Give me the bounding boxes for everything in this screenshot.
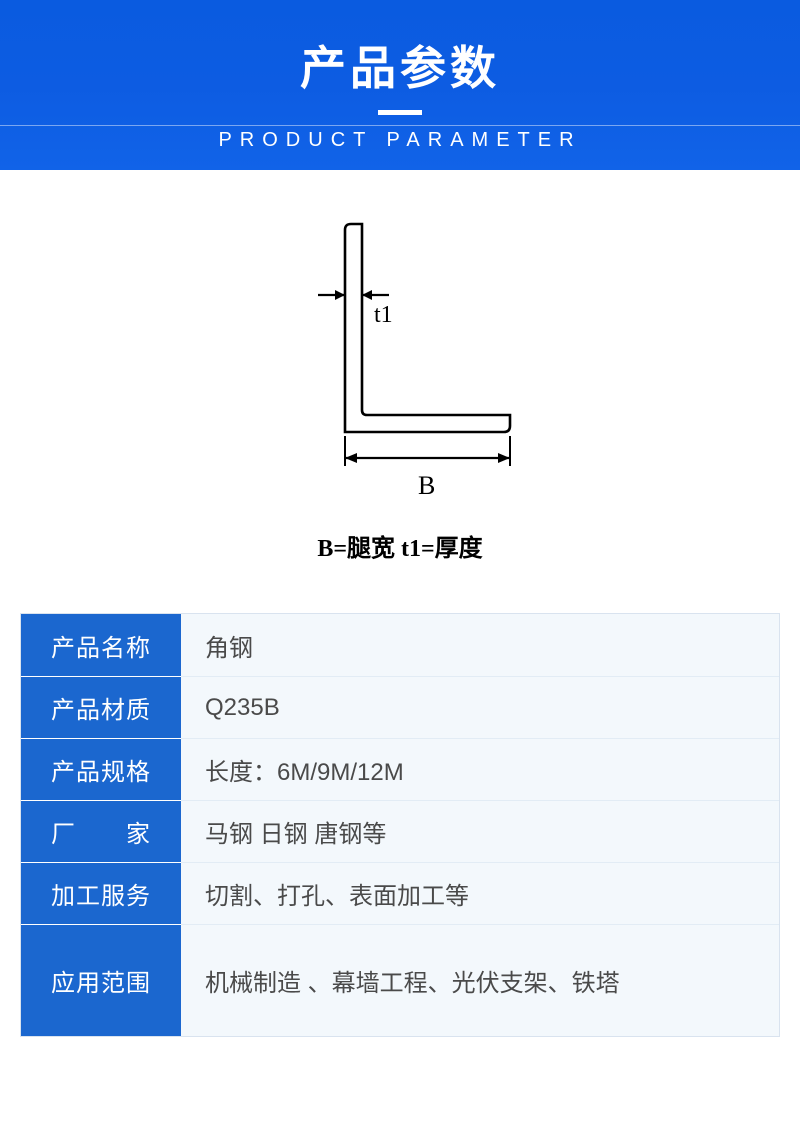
header-banner: 产品参数 PRODUCT PARAMETER xyxy=(0,0,800,170)
page-title: 产品参数 xyxy=(0,32,800,98)
b-arrowhead-left xyxy=(345,453,357,463)
spec-value: Q235B xyxy=(181,676,779,738)
header-divider-line xyxy=(0,125,800,126)
spec-table: 产品名称 角钢 产品材质 Q235B 产品规格 长度：6M/9M/12M 厂 家… xyxy=(20,613,780,1037)
spec-value: 机械制造 、幕墙工程、光伏支架、铁塔 xyxy=(181,924,779,1036)
page-subtitle: PRODUCT PARAMETER xyxy=(0,129,800,152)
table-row: 加工服务 切割、打孔、表面加工等 xyxy=(21,862,779,924)
spec-label: 加工服务 xyxy=(21,862,181,924)
table-row: 厂 家 马钢 日钢 唐钢等 xyxy=(21,800,779,862)
spec-label: 产品规格 xyxy=(21,738,181,800)
t1-label: t1 xyxy=(374,302,393,328)
spec-label: 应用范围 xyxy=(21,924,181,1036)
spec-label: 厂 家 xyxy=(21,800,181,862)
spec-value: 马钢 日钢 唐钢等 xyxy=(181,800,779,862)
t1-arrowhead-right xyxy=(362,290,372,300)
spec-value: 长度：6M/9M/12M xyxy=(181,738,779,800)
table-row: 产品规格 长度：6M/9M/12M xyxy=(21,738,779,800)
b-arrowhead-right xyxy=(498,453,510,463)
diagram-section: t1 B B=腿宽 t1=厚度 xyxy=(0,170,800,583)
table-row: 产品名称 角钢 xyxy=(21,614,779,676)
angle-outline xyxy=(345,224,510,432)
b-label: B xyxy=(418,471,435,500)
table-row: 应用范围 机械制造 、幕墙工程、光伏支架、铁塔 xyxy=(21,924,779,1036)
t1-arrowhead-left xyxy=(335,290,345,300)
angle-steel-diagram: t1 B xyxy=(250,210,550,510)
spec-label: 产品材质 xyxy=(21,676,181,738)
spec-value: 角钢 xyxy=(181,614,779,676)
spec-label: 产品名称 xyxy=(21,614,181,676)
spec-value: 切割、打孔、表面加工等 xyxy=(181,862,779,924)
table-row: 产品材质 Q235B xyxy=(21,676,779,738)
diagram-legend: B=腿宽 t1=厚度 xyxy=(0,528,800,563)
title-underline xyxy=(378,110,422,115)
